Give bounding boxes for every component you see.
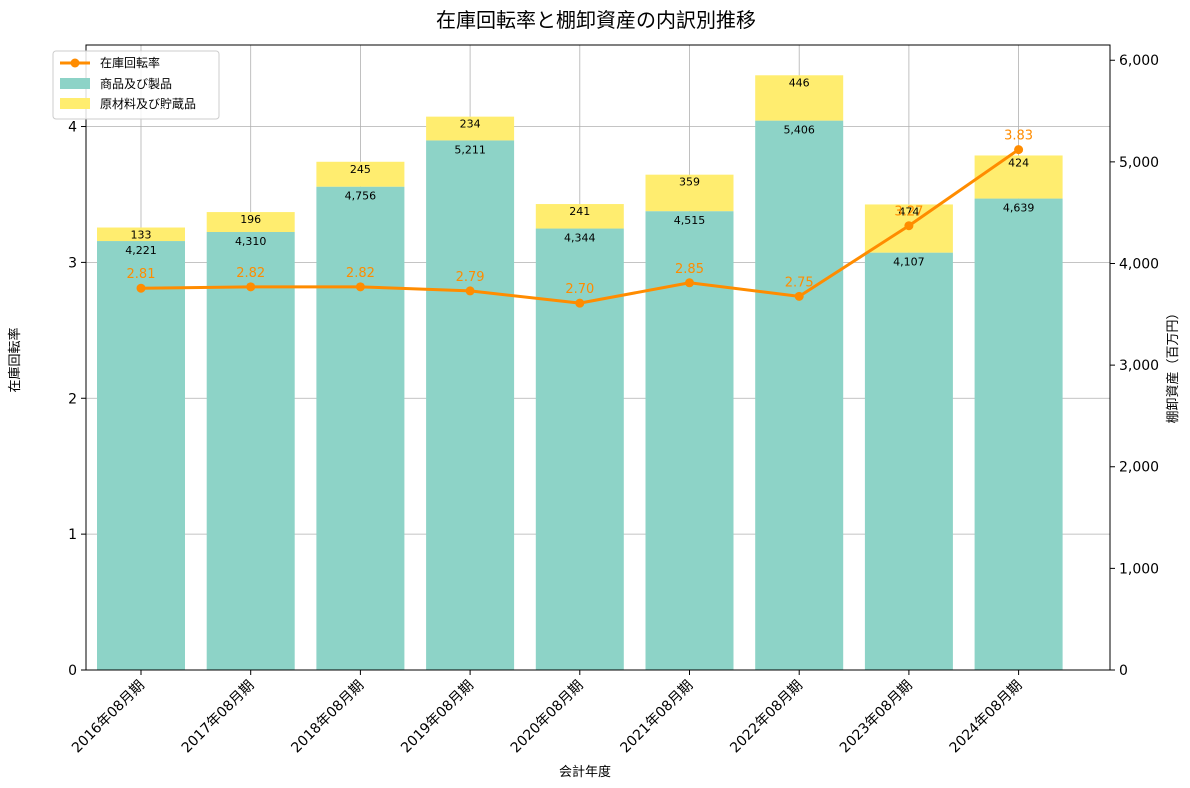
bar-label-materials: 424 bbox=[1008, 156, 1029, 169]
x-tick-label: 2022年08月期 bbox=[727, 678, 806, 757]
bar-label-materials: 196 bbox=[240, 213, 261, 226]
bar-label-products: 4,639 bbox=[1003, 202, 1035, 215]
line-series bbox=[136, 145, 1024, 308]
bar-series bbox=[97, 75, 1063, 671]
bar-materials bbox=[974, 155, 1063, 199]
bar-label-materials: 359 bbox=[679, 176, 700, 189]
bar-products bbox=[864, 252, 953, 670]
x-tick-label: 2024年08月期 bbox=[947, 678, 1026, 757]
turnover-label: 3.27 bbox=[894, 205, 923, 220]
turnover-point bbox=[355, 282, 365, 292]
y-left-tick-label: 3 bbox=[68, 255, 77, 271]
chart-title: 在庫回転率と棚卸資産の内訳別推移 bbox=[436, 8, 756, 32]
turnover-label: 2.82 bbox=[236, 266, 265, 281]
turnover-point bbox=[685, 278, 694, 288]
legend-marker-swatch bbox=[70, 58, 80, 68]
bar-label-materials: 133 bbox=[131, 229, 152, 242]
x-tick-label: 2016年08月期 bbox=[69, 678, 148, 757]
y-right-tick-label: 3,000 bbox=[1119, 358, 1159, 374]
bar-materials bbox=[645, 174, 734, 212]
bar-label-materials: 474 bbox=[898, 205, 919, 218]
bar-label-products: 4,310 bbox=[235, 235, 267, 248]
y-left-tick-label: 1 bbox=[68, 527, 77, 543]
turnover-label: 2.75 bbox=[785, 275, 814, 290]
bar-products bbox=[97, 241, 185, 670]
plot-frame bbox=[85, 44, 1111, 671]
bar-products bbox=[426, 140, 515, 671]
bar-materials bbox=[97, 227, 185, 242]
bar-label-products: 4,515 bbox=[674, 214, 706, 227]
bar-products bbox=[974, 198, 1063, 670]
turnover-label: 2.85 bbox=[675, 262, 704, 277]
x-tick-label: 2023年08月期 bbox=[837, 678, 916, 757]
legend-swatch-materials bbox=[60, 98, 90, 109]
bar-label-products: 4,756 bbox=[345, 190, 377, 203]
x-axis-label: 会計年度 bbox=[559, 764, 611, 780]
y-left-tick-label: 0 bbox=[68, 663, 77, 679]
bar-label-products: 5,406 bbox=[783, 124, 815, 137]
x-tick-label: 2021年08月期 bbox=[618, 678, 697, 757]
x-tick-label: 2020年08月期 bbox=[508, 678, 587, 757]
bar-label-materials: 241 bbox=[569, 205, 590, 218]
bar-label-materials: 234 bbox=[460, 118, 481, 131]
bar-products bbox=[316, 186, 405, 670]
y-right-tick-label: 0 bbox=[1119, 663, 1128, 679]
x-tick-label: 2017年08月期 bbox=[179, 678, 258, 757]
legend-swatch-products bbox=[60, 78, 90, 89]
bar-materials bbox=[206, 212, 295, 232]
turnover-label: 2.82 bbox=[346, 266, 375, 281]
turnover-point bbox=[794, 291, 804, 301]
turnover-point bbox=[904, 221, 914, 231]
data-labels: 4,221 133 4,310 196 4,756 245 5,211 234 4,344 241… bbox=[125, 76, 1034, 297]
turnover-label: 2.79 bbox=[456, 270, 485, 285]
bar-label-materials: 245 bbox=[350, 163, 371, 176]
bar-label-products: 4,221 bbox=[125, 244, 157, 257]
y-right-tick-label: 6,000 bbox=[1119, 53, 1159, 69]
bar-materials bbox=[426, 116, 515, 141]
turnover-point bbox=[465, 286, 475, 296]
bar-materials bbox=[535, 204, 624, 229]
legend-label-turnover: 在庫回転率 bbox=[100, 55, 160, 70]
x-tick-label: 2018年08月期 bbox=[288, 678, 367, 757]
y-axis-right-label: 棚卸資産（百万円） bbox=[1165, 306, 1181, 423]
bar-label-products: 5,211 bbox=[454, 143, 486, 156]
legend: 在庫回転率 商品及び製品 原材料及び貯蔵品 bbox=[52, 50, 220, 120]
bar-label-materials: 446 bbox=[789, 76, 810, 89]
turnover-point bbox=[575, 298, 585, 308]
turnover-point bbox=[246, 282, 256, 292]
y-left-tick-label: 4 bbox=[68, 120, 77, 136]
turnover-point bbox=[136, 283, 146, 293]
turnover-label: 2.81 bbox=[127, 267, 156, 282]
turnover-point bbox=[1014, 145, 1024, 155]
bar-label-products: 4,344 bbox=[564, 232, 596, 245]
legend-label-materials: 原材料及び貯蔵品 bbox=[100, 97, 196, 111]
bar-products bbox=[755, 120, 844, 671]
bar-materials bbox=[316, 161, 405, 187]
y-left-tick-label: 2 bbox=[68, 391, 77, 407]
bar-label-products: 4,107 bbox=[893, 256, 925, 269]
legend-frame bbox=[52, 50, 220, 120]
bar-products bbox=[206, 231, 295, 670]
y-right-tick-label: 4,000 bbox=[1119, 256, 1159, 272]
y-right-tick-label: 1,000 bbox=[1119, 561, 1159, 577]
legend-label-products: 商品及び製品 bbox=[100, 76, 172, 91]
x-tick-label: 2019年08月期 bbox=[398, 678, 477, 757]
y-axis-left-label: 在庫回転率 bbox=[7, 327, 23, 392]
y-right-tick-label: 5,000 bbox=[1119, 155, 1159, 171]
bar-materials bbox=[755, 75, 844, 121]
turnover-label: 3.83 bbox=[1004, 129, 1033, 144]
y-right-tick-label: 2,000 bbox=[1119, 460, 1159, 476]
turnover-label: 2.70 bbox=[565, 282, 594, 297]
